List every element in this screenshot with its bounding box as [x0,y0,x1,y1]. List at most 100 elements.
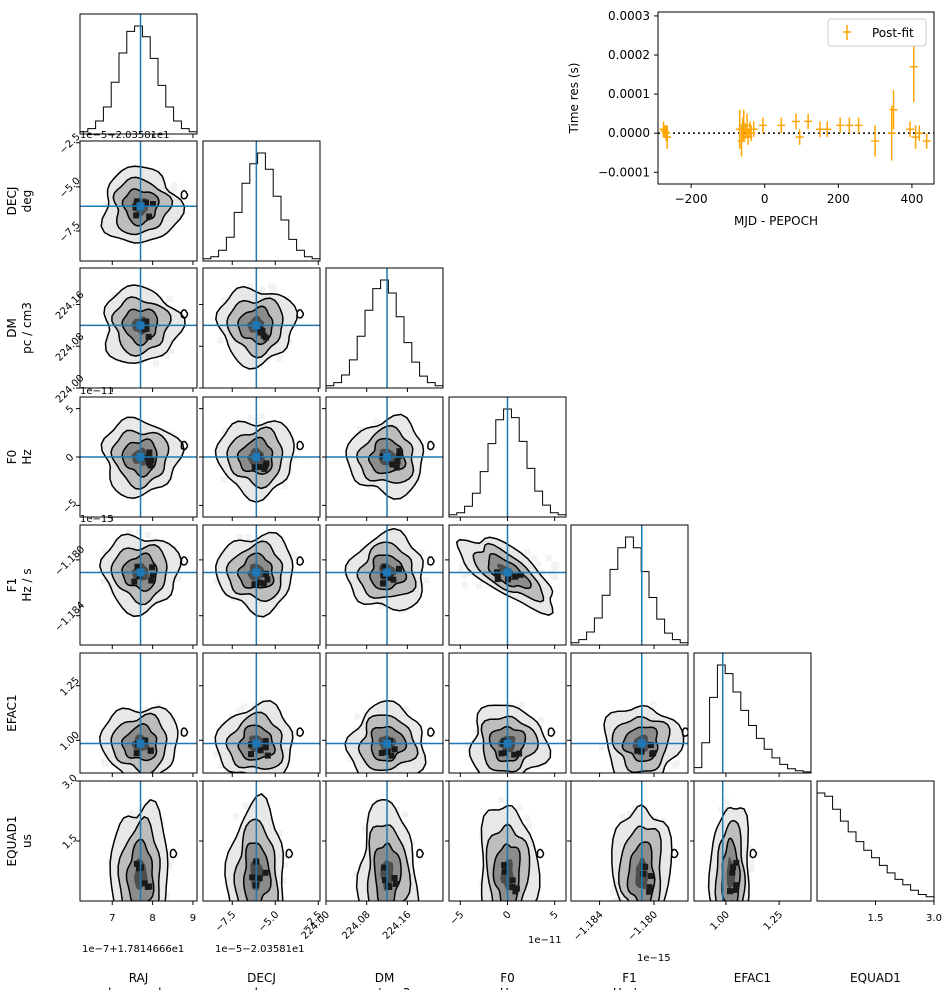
xaxis-unit-F0: Hz [500,986,515,990]
data-point [887,105,896,161]
xtick-label-DECJ: −7.5 [213,909,238,934]
data-point [906,121,915,138]
legend-label: Post-fit [872,26,914,40]
contour-island [180,556,189,566]
panel-DECJ-DM [199,267,321,392]
hist-RAJ [80,25,197,134]
panel-RAJ-EQUAD1 [76,780,198,905]
panel-DM-EQUAD1 [322,780,444,905]
panel-DECJ-DECJ [202,140,321,265]
panel-frame [325,524,444,646]
xaxis-unit-F1: Hz / s [613,986,646,990]
truth-marker [252,739,261,748]
yaxis-unit-EQUAD1: us [20,834,34,848]
panel-DM-DM [325,267,444,392]
xtick-label-EQUAD1: 1.5 [868,913,884,924]
ytick-label-EFAC1: 1.25 [58,675,82,699]
residuals-ytick-label: 0.0000 [608,126,650,140]
xtick-label-EQUAD1: 3.0 [926,913,942,924]
panel-frame [202,652,321,774]
xaxis-label-F0: F0 [500,971,515,985]
yaxis-unit-F0: Hz [20,449,34,464]
data-point [758,117,767,134]
data-point [915,125,924,141]
truth-marker [637,739,646,748]
xtick-label-EFAC1: 1.25 [762,909,786,933]
xaxis-label-F1: F1 [622,971,637,985]
truth-marker [136,739,145,748]
xtick-label-DM: 224.16 [381,909,414,942]
panel-frame [202,524,321,646]
data-point [792,113,800,130]
xtick-label-DECJ: −5.0 [256,909,281,934]
xaxis-label-DECJ: DECJ [247,971,276,985]
contour-island [427,440,435,451]
xtick-label-F1: −1.180 [626,909,660,943]
truth-marker [252,321,261,330]
truth-marker [252,453,261,461]
panel-frame [202,140,321,262]
ytick-label-EQUAD1: 1.5 [61,833,80,852]
truth-marker [136,202,145,211]
legend: Post-fit [827,18,927,47]
contour-island [169,848,178,859]
xoffset-F0: 1e−11 [528,935,562,946]
xtick-label-EFAC1: 1.00 [709,909,733,933]
ytick-label-EFAC1: 1.00 [58,730,82,754]
panel-DM-F1 [322,524,444,649]
contour-island [180,309,189,319]
panel-frame [79,652,198,774]
panel-frame [693,652,812,774]
panel-DM-EFAC1 [322,652,444,777]
panel-frame [570,652,689,774]
panel-RAJ-RAJ [79,13,198,138]
data-point [836,117,845,134]
truth-marker [503,568,512,577]
residuals-xtick-label: 400 [900,192,923,206]
contour-island [547,727,556,737]
contour-island [285,848,294,859]
xaxis-unit-RAJ: hourangle [108,986,169,990]
data-point [749,121,758,138]
panel-DECJ-F0 [199,396,321,521]
truth-marker [252,568,261,577]
contour-island [670,848,679,859]
contour-island [296,309,305,319]
ytick-label-F0: −5 [61,498,79,516]
data-point [815,121,824,138]
truth-marker [136,453,145,461]
contour-island [180,727,189,737]
ytick-label-F1: −1.184 [53,600,87,634]
hist-EFAC1 [694,664,811,773]
panel-RAJ-DECJ [76,140,198,265]
xtick-label-F0: −5 [448,909,466,927]
contour-island [180,440,189,451]
contour-island [536,848,545,859]
residuals-ytick-label: 0.0001 [608,87,650,101]
hist-DM [326,279,443,388]
truth-marker [383,453,392,461]
truth-marker [383,739,392,748]
data-point [854,117,863,134]
ytick-label-F0: 0 [64,452,76,464]
residuals-xlabel: MJD - PEPOCH [734,214,818,228]
ytick-label-DM: 224.08 [54,331,87,364]
residuals-xtick-label: 200 [827,192,850,206]
contour-island [180,190,189,200]
ytick-label-DECJ: −2.5 [58,132,83,157]
legend-box [827,18,927,47]
xtick-label-F1: −1.184 [572,909,606,943]
xaxis-unit-DM: pc / cm3 [359,986,411,990]
xtick-label-RAJ: 8 [149,913,155,924]
panel-EFAC1-EFAC1 [693,652,812,777]
xaxis-label-DM: DM [375,971,395,985]
contour-island [416,848,424,859]
panel-F0-EQUAD1 [445,780,567,905]
contour-island [681,727,688,737]
panel-F1-EQUAD1 [567,780,689,905]
residuals-ytick-label: 0.0002 [608,48,650,62]
data-point [777,117,786,134]
panel-F1-EFAC1 [567,652,689,777]
xoffset-F1: 1e−15 [637,953,671,964]
data-point [889,90,898,130]
